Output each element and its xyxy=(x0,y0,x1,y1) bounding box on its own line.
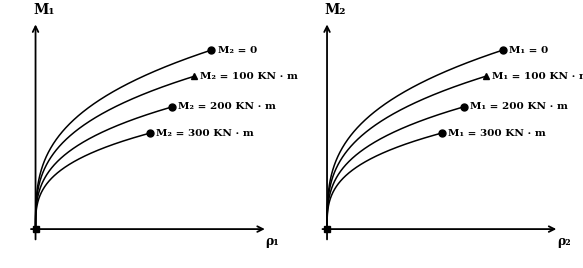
Text: M₁ = 0: M₁ = 0 xyxy=(509,46,548,54)
Text: M₂ = 300 KN · m: M₂ = 300 KN · m xyxy=(156,129,254,137)
Text: M₂ = 0: M₂ = 0 xyxy=(217,46,257,54)
Text: ρ₁: ρ₁ xyxy=(266,234,279,248)
Text: M₁ = 300 KN · m: M₁ = 300 KN · m xyxy=(448,129,546,137)
Text: M₂: M₂ xyxy=(325,3,346,17)
Text: M₂ = 100 KN · m: M₂ = 100 KN · m xyxy=(201,72,298,81)
Text: M₂ = 200 KN · m: M₂ = 200 KN · m xyxy=(178,102,276,111)
Text: M₁ = 200 KN · m: M₁ = 200 KN · m xyxy=(470,102,568,111)
Text: ρ₂: ρ₂ xyxy=(557,234,571,248)
Text: M₁: M₁ xyxy=(33,3,55,17)
Text: M₁ = 100 KN · m: M₁ = 100 KN · m xyxy=(492,72,583,81)
